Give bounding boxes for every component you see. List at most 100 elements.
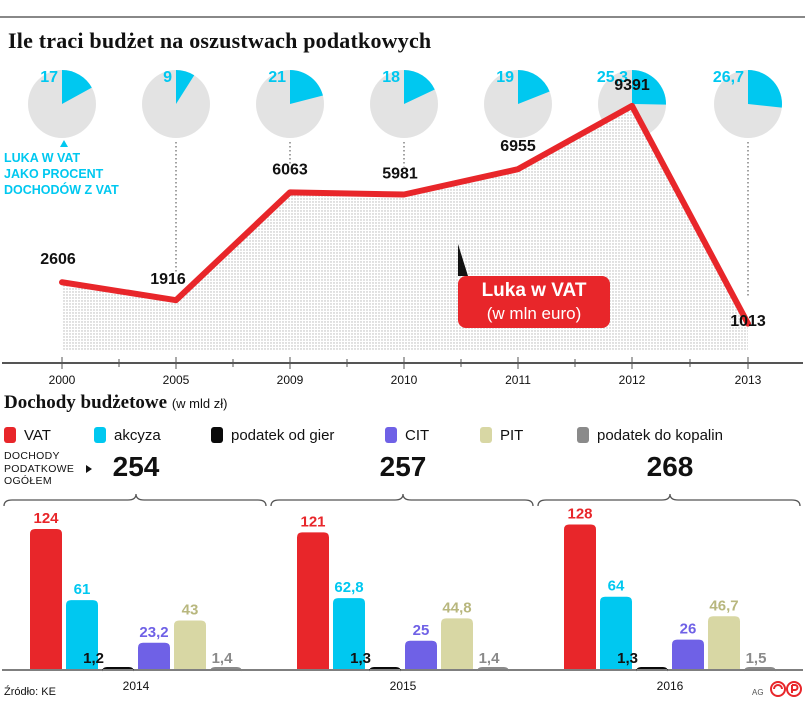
total-bracket — [3, 493, 267, 507]
pie-value-label: 18 — [382, 69, 400, 86]
total-note-line: PODATKOWE — [4, 462, 75, 475]
bar-podatek-od-gier — [369, 667, 401, 672]
legend-item: PIT — [480, 426, 523, 444]
legend-label: VAT — [24, 426, 51, 444]
vat-gap-callout: Luka w VAT (w mln euro) — [458, 276, 610, 328]
bar-podatek-od-gier — [102, 667, 134, 672]
bar-value-label: 1,3 — [617, 650, 638, 667]
bar-vat — [297, 532, 329, 669]
line-value-label: 5981 — [382, 165, 418, 182]
vat-gap-note-line: LUKA W VAT — [4, 151, 81, 165]
section-title-text: Dochody budżetowe — [4, 392, 168, 413]
x-tick-label: 2012 — [619, 373, 646, 387]
brand-logo — [770, 681, 802, 697]
legend-label: podatek od gier — [231, 426, 335, 444]
line-area — [59, 102, 751, 350]
line-value-label: 1013 — [730, 313, 766, 330]
bar-pit — [174, 620, 206, 669]
bar-akcyza — [600, 596, 632, 669]
bar-akcyza — [66, 600, 98, 669]
bar-value-label: 1,4 — [212, 650, 234, 667]
bar-chart: 124 61 1,2 23,2 43 1,4 2014 121 62,8 1,3 25 44,8 1,4… — [2, 505, 803, 693]
bar-category-label: 2015 — [390, 679, 417, 693]
pie-slice — [404, 70, 435, 104]
bar-podatek-do-kopalin — [744, 667, 776, 672]
bar-value-label: 1,5 — [746, 650, 767, 667]
vat-gap-callout-title: Luka w VAT — [481, 280, 587, 301]
bar-value-label: 62,8 — [334, 579, 363, 596]
pie-slice — [176, 70, 195, 104]
total-note-line: OGÓŁEM — [4, 475, 52, 487]
line-x-axis: 2000 2005 2009 2010 2011 2012 2013 — [2, 357, 803, 387]
bar-value-label: 43 — [182, 601, 199, 618]
total-note-line: DOCHODY — [4, 450, 60, 462]
top-rule — [0, 16, 805, 18]
pie-value-label: 21 — [268, 69, 286, 86]
total-value: 254 — [112, 451, 160, 482]
pie-value-label: 25,3 — [597, 69, 628, 86]
bar-value-label: 23,2 — [139, 624, 168, 641]
arrow-right-icon — [86, 465, 92, 473]
total-bracket — [270, 493, 534, 507]
bar-value-label: 44,8 — [442, 599, 471, 616]
callout-pointer — [458, 244, 468, 276]
legend-swatch — [4, 427, 16, 443]
arrow-up-icon — [60, 140, 68, 147]
pie-value-label: 9 — [163, 69, 172, 86]
legend-item: CIT — [385, 426, 429, 444]
bar-vat — [564, 524, 596, 669]
bar-value-label: 61 — [74, 581, 91, 598]
pie-slice — [518, 70, 550, 104]
vat-gap-line — [59, 102, 751, 327]
total-brackets — [3, 493, 801, 507]
bar-podatek-do-kopalin — [477, 667, 509, 672]
bar-value-label: 25 — [413, 622, 430, 639]
bar-cit — [405, 640, 437, 669]
line-value-label: 2606 — [40, 251, 76, 268]
bar-value-label: 1,2 — [83, 650, 104, 667]
vat-gap-note-line: DOCHODÓW Z VAT — [4, 183, 119, 197]
bar-akcyza — [333, 598, 365, 669]
x-tick-label: 2005 — [163, 373, 190, 387]
legend-label: PIT — [500, 426, 524, 444]
legend-swatch — [385, 427, 397, 443]
legend-item: VAT — [4, 426, 51, 444]
legend-swatch — [94, 427, 106, 443]
bar-category-label: 2014 — [123, 679, 150, 693]
bar-value-label: 124 — [33, 510, 59, 527]
bar-value-label: 128 — [567, 505, 592, 522]
legend-label: akcyza — [114, 426, 161, 444]
total-note: DOCHODY PODATKOWE OGÓŁEM — [4, 450, 92, 488]
line-value-label: 9391 — [614, 77, 650, 94]
vat-gap-note-line: JAKO PROCENT — [4, 167, 104, 181]
pie-value-label: 26,7 — [713, 69, 744, 86]
x-tick-label: 2009 — [277, 373, 304, 387]
pie-value-label: 17 — [40, 69, 58, 86]
pie-slice — [290, 70, 323, 104]
vat-gap-pies: 17 9 21 18 19 25,3 26,7 — [28, 69, 782, 138]
bar-value-label: 64 — [608, 578, 625, 595]
line-value-label: 1916 — [150, 271, 186, 288]
pie-slice — [62, 70, 92, 104]
bar-value-label: 46,7 — [709, 597, 738, 614]
line-value-label: 6955 — [500, 138, 536, 155]
legend-swatch — [577, 427, 589, 443]
x-tick-label: 2000 — [49, 373, 76, 387]
section-title: Dochody budżetowe (w mld zł) — [4, 392, 227, 414]
bar-value-label: 1,4 — [479, 650, 501, 667]
vat-gap-callout-unit: (w mln euro) — [486, 304, 582, 323]
legend-swatch — [480, 427, 492, 443]
pie-slice — [748, 70, 782, 108]
x-tick-label: 2013 — [735, 373, 762, 387]
line-labels: 2606 1916 6063 5981 6955 9391 1013 — [40, 77, 766, 330]
dotted-guides — [175, 142, 749, 296]
pie-value-label: 19 — [496, 69, 514, 86]
legend-label: CIT — [405, 426, 430, 444]
agency: AG — [752, 688, 764, 697]
vat-gap-note: LUKA W VAT JAKO PROCENT DOCHODÓW Z VAT — [4, 140, 154, 198]
bar-cit — [672, 639, 704, 669]
bar-pit — [708, 616, 740, 669]
total-value: 257 — [379, 451, 427, 482]
legend-swatch — [211, 427, 223, 443]
